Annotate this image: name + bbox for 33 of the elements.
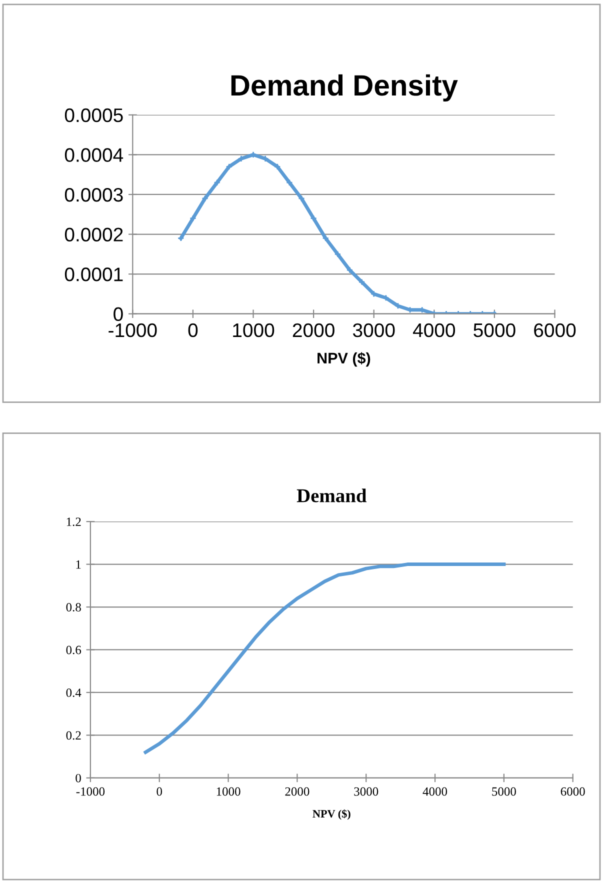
x-tick-label: 1000 [216,787,240,796]
y-tick-label: 0.0001 [64,268,123,282]
x-tick-label: 2000 [292,323,334,338]
x-axis-title: NPV ($) [312,809,350,820]
x-tick-label: 0 [156,787,162,796]
y-tick-label: 1 [76,560,81,569]
x-tick-label: 2000 [285,787,310,796]
x-tick-label: -1000 [76,787,105,796]
x-tick-label: 4000 [412,323,456,338]
x-axis-title: NPV ($) [318,352,370,367]
chart-title: Demand Density [231,74,458,102]
y-tick-label: 0.0002 [64,228,123,242]
x-tick-label: 4000 [422,787,448,796]
x-tick-label: 3000 [354,787,378,796]
x-tick-label: 5000 [492,787,516,796]
x-tick-label: 6000 [560,787,585,796]
x-tick-label: 6000 [534,323,576,338]
x-tick-label: 5000 [474,323,516,338]
y-tick-label: 0.8 [66,603,81,612]
x-tick-label: -1000 [108,323,157,338]
y-tick-label: 0 [76,774,81,782]
y-tick-label: 0.0004 [64,148,124,162]
x-tick-label: 0 [188,323,198,338]
y-tick-label: 0 [114,307,123,322]
y-tick-label: 0.6 [66,646,82,654]
y-tick-label: 0.0003 [64,188,123,202]
y-tick-label: 1.2 [66,518,81,526]
x-tick-label: 3000 [352,323,395,338]
y-tick-label: 0.0005 [64,108,123,122]
y-tick-label: 0.2 [66,731,81,740]
y-tick-label: 0.4 [66,688,82,697]
chart-title: Demand [296,488,367,502]
x-tick-label: 1000 [233,323,274,338]
